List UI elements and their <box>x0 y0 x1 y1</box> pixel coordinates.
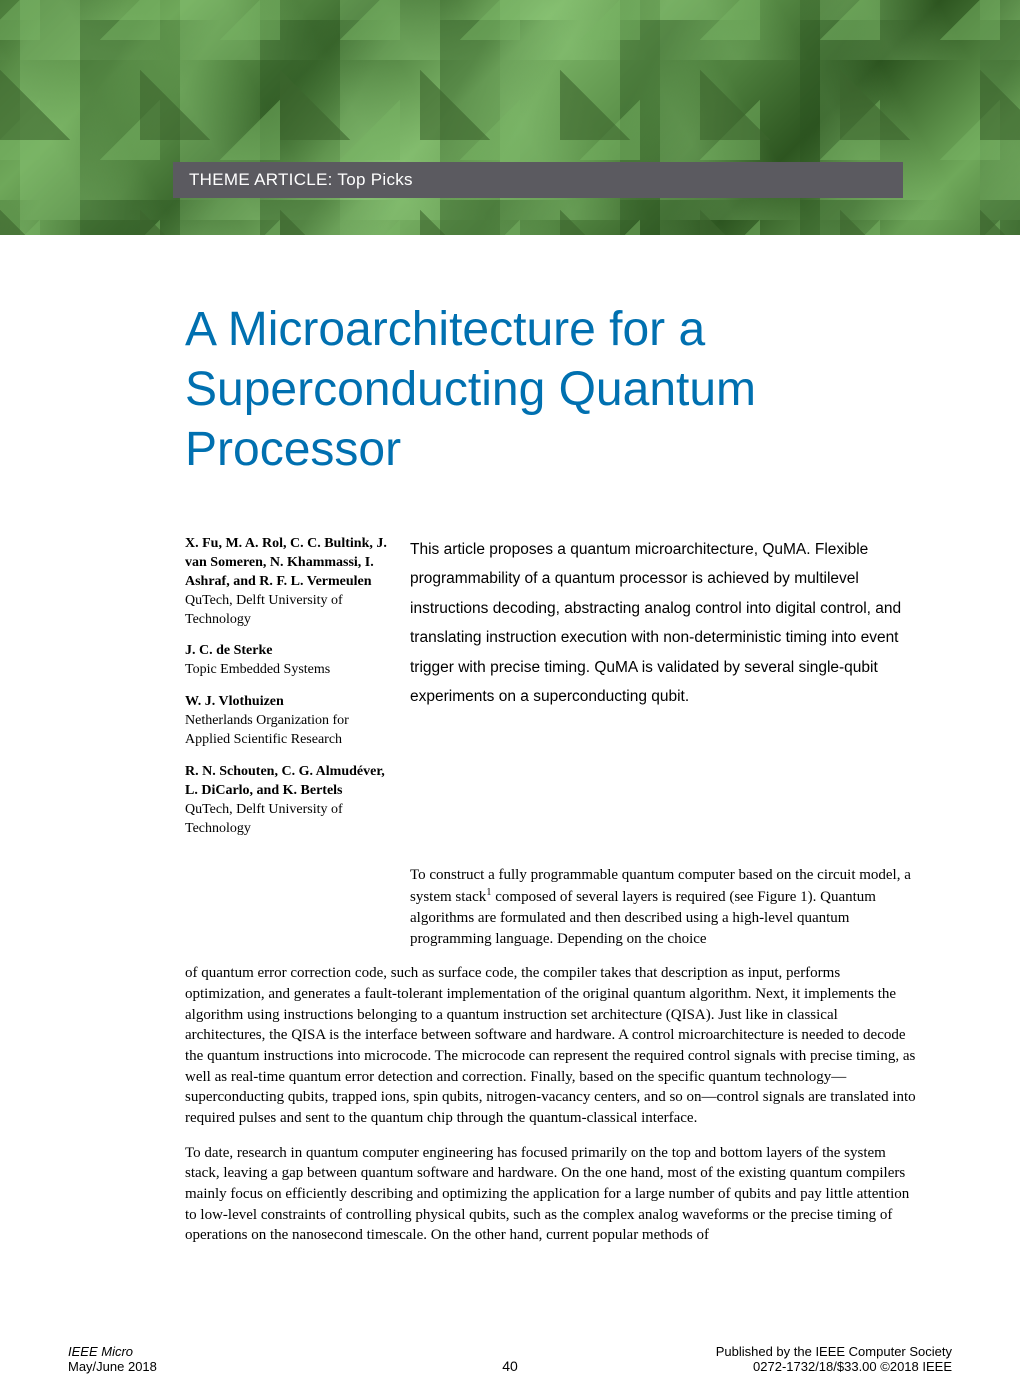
footer-left: IEEE Micro May/June 2018 <box>68 1344 157 1374</box>
page-number: 40 <box>502 1358 518 1374</box>
author-affiliation: Netherlands Organization for Applied Sci… <box>185 713 349 747</box>
author-names: R. N. Schouten, C. G. Almudéver, L. DiCa… <box>185 764 385 798</box>
isbn-copyright: 0272-1732/18/$33.00 ©2018 IEEE <box>753 1359 952 1374</box>
author-group: J. C. de Sterke Topic Embedded Systems <box>185 642 390 680</box>
author-group: W. J. Vlothuizen Netherlands Organizatio… <box>185 693 390 750</box>
authors-column: X. Fu, M. A. Rol, C. C. Bultink, J. van … <box>185 535 390 851</box>
author-affiliation: QuTech, Delft University of Technology <box>185 802 343 836</box>
article-title: A Microarchitecture for a Superconductin… <box>185 300 920 480</box>
publisher: Published by the IEEE Computer Society <box>716 1344 952 1359</box>
banner-image: THEME ARTICLE: Top Picks <box>0 0 1020 235</box>
body-paragraph: of quantum error correction code, such a… <box>185 963 920 1129</box>
author-names: J. C. de Sterke <box>185 643 273 658</box>
author-affiliation: Topic Embedded Systems <box>185 662 330 677</box>
abstract-text: This article proposes a quantum microarc… <box>410 535 920 712</box>
footer-right: Published by the IEEE Computer Society 0… <box>716 1344 952 1374</box>
intro-lead: To construct a fully programmable quantu… <box>410 865 920 949</box>
authors-abstract-row: X. Fu, M. A. Rol, C. C. Bultink, J. van … <box>185 535 920 851</box>
journal-name: IEEE Micro <box>68 1344 133 1359</box>
abstract-column: This article proposes a quantum microarc… <box>410 535 920 851</box>
intro-row: To construct a fully programmable quantu… <box>185 865 920 949</box>
author-group: R. N. Schouten, C. G. Almudéver, L. DiCa… <box>185 763 390 839</box>
body-paragraph: To date, research in quantum computer en… <box>185 1143 920 1246</box>
author-names: W. J. Vlothuizen <box>185 694 284 709</box>
author-group: X. Fu, M. A. Rol, C. C. Bultink, J. van … <box>185 535 390 629</box>
spacer-col <box>185 865 390 949</box>
author-names: X. Fu, M. A. Rol, C. C. Bultink, J. van … <box>185 536 387 589</box>
article-content: A Microarchitecture for a Superconductin… <box>0 235 1020 1246</box>
issue-date: May/June 2018 <box>68 1359 157 1374</box>
author-affiliation: QuTech, Delft University of Technology <box>185 593 343 627</box>
page: THEME ARTICLE: Top Picks A Microarchitec… <box>0 0 1020 1392</box>
page-footer: IEEE Micro May/June 2018 40 Published by… <box>68 1344 952 1374</box>
theme-article-label: THEME ARTICLE: Top Picks <box>173 162 903 198</box>
